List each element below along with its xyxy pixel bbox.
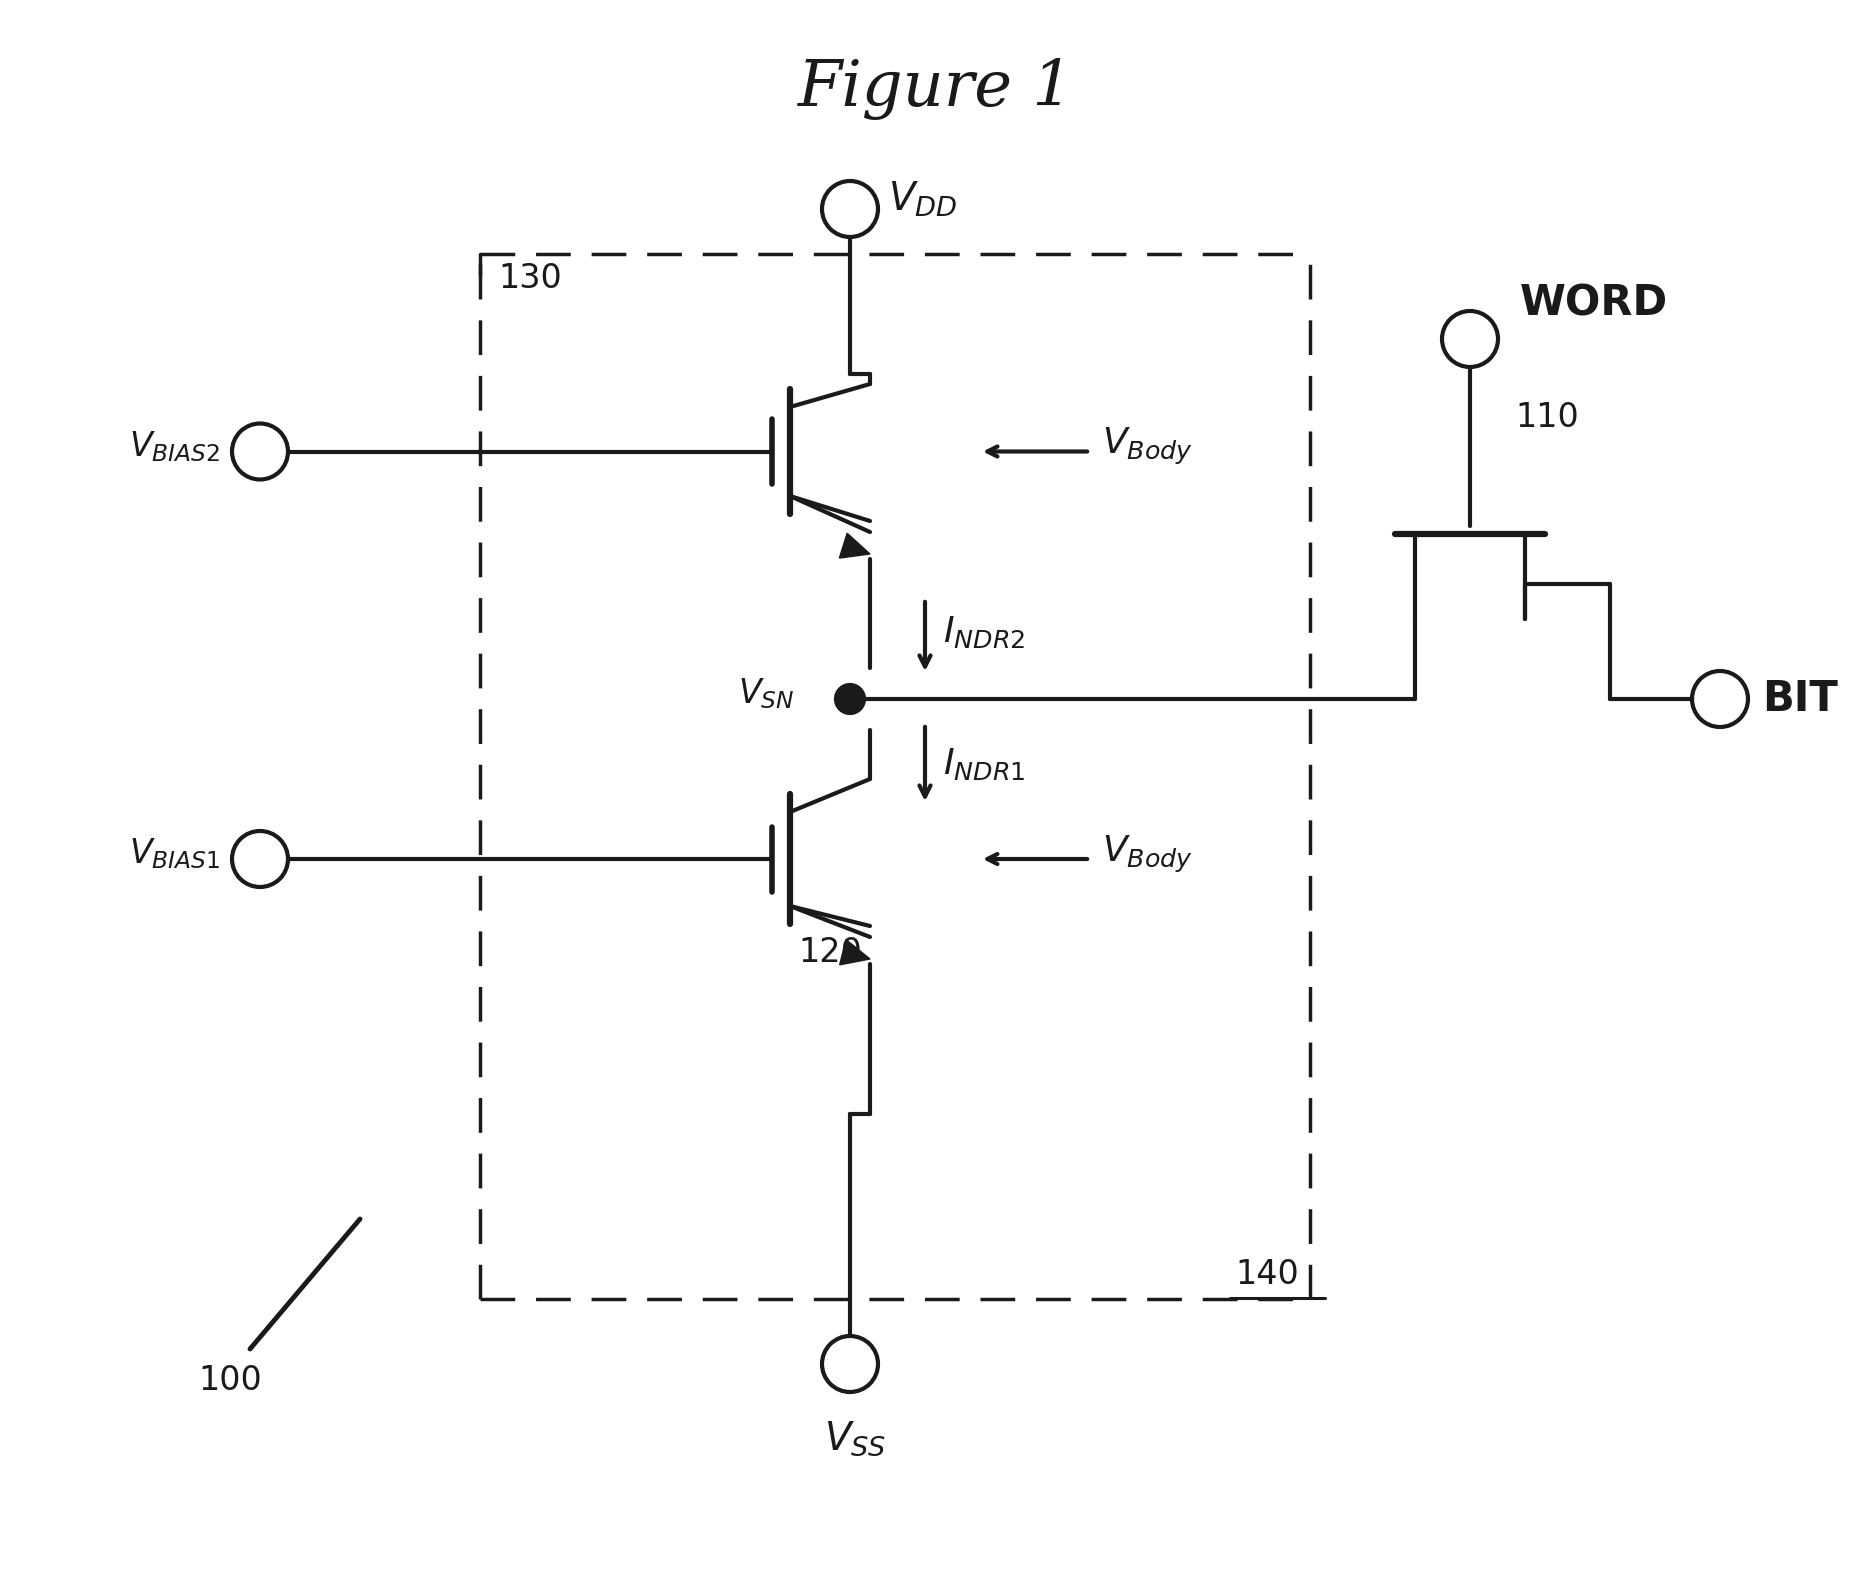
Text: 120: 120 [797,937,861,970]
Text: $V_{Body}$: $V_{Body}$ [1103,425,1192,468]
Text: $V_{SN}$: $V_{SN}$ [738,676,796,711]
Text: $V_{BIAS2}$: $V_{BIAS2}$ [129,430,221,464]
Text: $V_{DD}$: $V_{DD}$ [887,179,957,218]
Text: Figure 1: Figure 1 [797,58,1075,119]
Text: $V_{SS}$: $V_{SS}$ [824,1418,885,1458]
Circle shape [822,1335,878,1392]
Circle shape [232,832,288,886]
Circle shape [1692,672,1748,726]
Text: $V_{BIAS1}$: $V_{BIAS1}$ [129,836,221,871]
Text: 100: 100 [198,1363,262,1396]
Text: $I_{NDR1}$: $I_{NDR1}$ [943,745,1026,781]
Polygon shape [839,533,870,559]
Text: BIT: BIT [1762,678,1838,720]
Text: $I_{NDR2}$: $I_{NDR2}$ [943,613,1026,650]
Circle shape [837,686,865,712]
Text: 130: 130 [498,262,562,295]
Text: 140: 140 [1236,1258,1299,1291]
Circle shape [232,424,288,480]
Circle shape [822,180,878,237]
Text: WORD: WORD [1520,282,1668,325]
Circle shape [1441,311,1498,367]
Polygon shape [841,940,870,965]
Text: 110: 110 [1514,402,1578,435]
Text: $V_{Body}$: $V_{Body}$ [1103,833,1192,874]
